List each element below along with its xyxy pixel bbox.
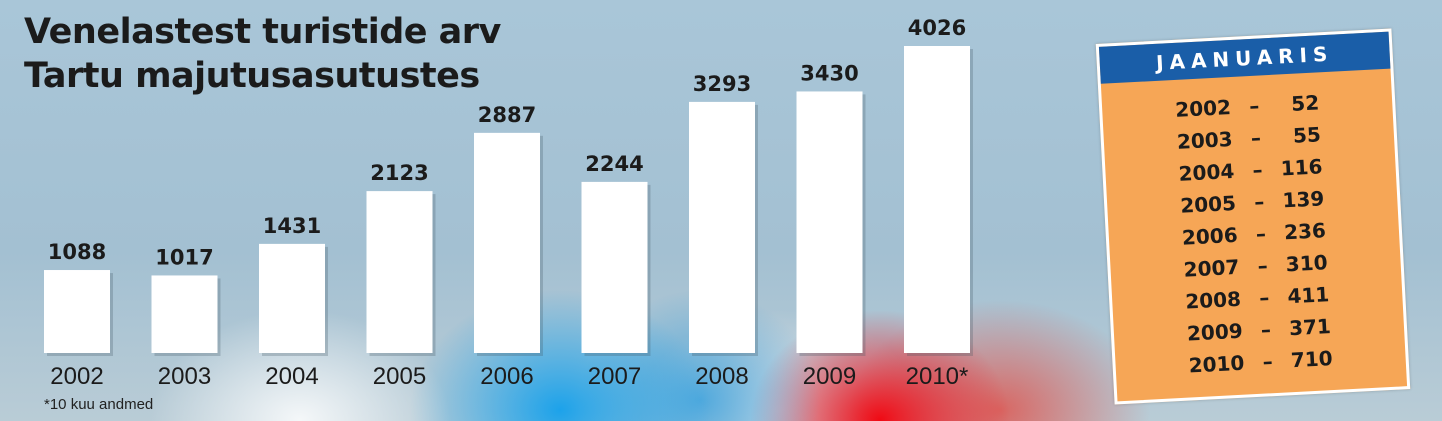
bar-2002 (44, 270, 110, 353)
january-year: 2010 (1188, 350, 1245, 378)
x-tick-label: 2008 (695, 363, 748, 390)
x-tick-label: 2007 (588, 363, 641, 390)
january-year: 2004 (1178, 158, 1235, 186)
january-dash: – (1258, 285, 1270, 310)
x-tick-label: 2004 (265, 363, 318, 390)
january-value: 310 (1285, 250, 1329, 277)
bar-2006 (474, 132, 540, 353)
x-tick-label: 2006 (480, 363, 533, 390)
bar-value-label: 2887 (478, 103, 536, 127)
footnote: *10 kuu andmed (44, 396, 154, 413)
x-tick-label: 2009 (803, 363, 856, 390)
bar-value-label: 3293 (693, 72, 751, 96)
january-dash: – (1248, 93, 1260, 119)
january-year: 2006 (1181, 222, 1239, 250)
january-dash: – (1256, 253, 1269, 278)
x-tick-label: 2003 (158, 363, 211, 390)
chart-title-line-1: Venelastest turistide arv (24, 12, 501, 52)
bar-value-label: 4026 (908, 16, 966, 40)
x-tick-label: 2010* (906, 363, 969, 390)
january-value: 411 (1286, 282, 1330, 309)
bar-value-label: 1431 (263, 214, 321, 238)
january-table: JAANUARIS 2002–52 2003–55 2004–116 2005–139… (1095, 28, 1411, 405)
january-year: 2008 (1184, 286, 1242, 314)
january-year: 2009 (1186, 318, 1244, 346)
bar-2008 (689, 101, 755, 353)
bar-2003 (151, 275, 218, 353)
x-tick-label: 2002 (50, 363, 103, 390)
bar-value-label: 2244 (585, 152, 643, 176)
bar-value-label: 3430 (800, 61, 858, 85)
january-value: 116 (1280, 154, 1324, 181)
january-table-list: 2002–52 2003–55 2004–116 2005–139 2006–236 20… (1101, 69, 1406, 386)
january-value: 55 (1292, 122, 1322, 148)
january-value: 52 (1290, 90, 1320, 116)
january-value: 371 (1288, 314, 1332, 341)
bar-2004 (259, 243, 325, 353)
january-dash: – (1260, 317, 1272, 342)
bar-2007 (581, 181, 648, 353)
january-year: 2005 (1179, 190, 1237, 218)
bar-2005 (366, 191, 433, 353)
january-year: 2007 (1183, 254, 1240, 282)
january-value: 710 (1290, 346, 1334, 373)
january-year: 2002 (1174, 95, 1232, 122)
chart-title-line-2: Tartu majutusasutustes (24, 56, 480, 96)
bar-value-label: 1088 (48, 240, 106, 264)
january-value: 236 (1283, 218, 1327, 245)
january-year: 2003 (1176, 126, 1234, 154)
bar-2010* (904, 46, 970, 353)
january-dash: – (1261, 349, 1274, 374)
bar-value-label: 2123 (370, 161, 428, 185)
january-dash: – (1250, 125, 1262, 150)
january-dash: – (1255, 221, 1267, 246)
bar-2009 (796, 91, 863, 353)
x-tick-label: 2005 (373, 363, 426, 390)
january-dash: – (1253, 189, 1265, 214)
chart-title: Venelastest turistide arv Tartu majutusa… (24, 10, 501, 98)
january-dash: – (1251, 157, 1264, 182)
bar-value-label: 1017 (155, 245, 213, 269)
january-value: 139 (1281, 186, 1325, 213)
